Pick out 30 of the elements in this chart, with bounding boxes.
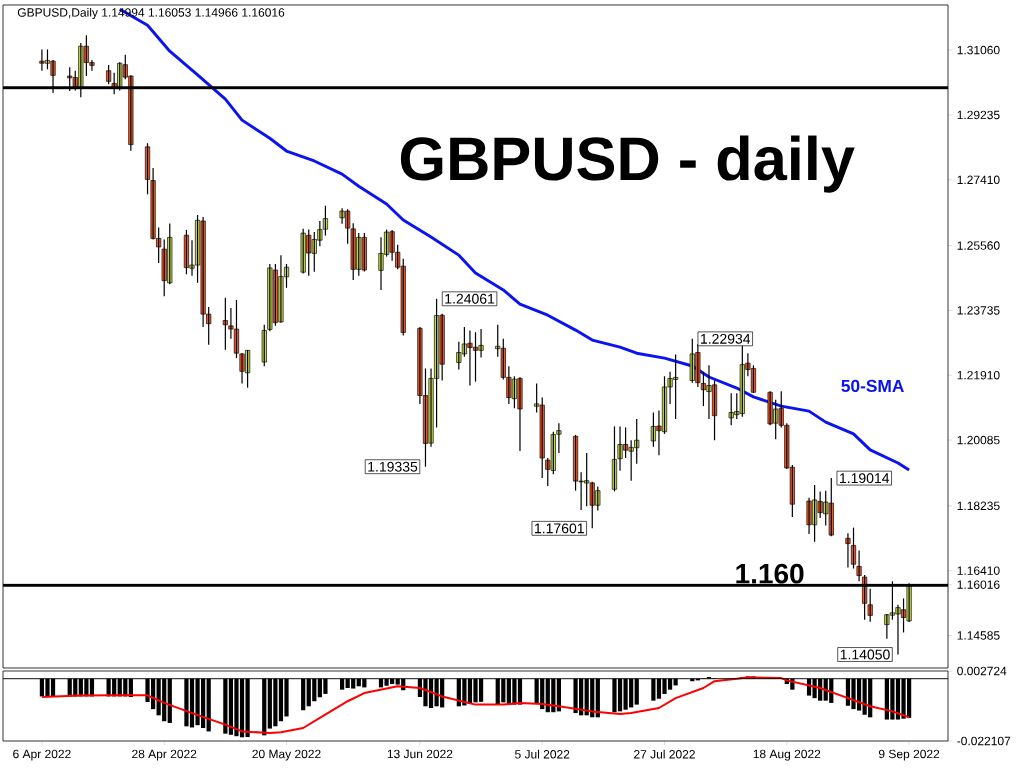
x-tick-label: 27 Jul 2022 <box>634 749 695 759</box>
x-tick-label: 20 May 2022 <box>252 749 321 761</box>
annotation: 1.17601 <box>535 523 584 534</box>
text: GBPUSD - daily <box>400 135 855 193</box>
y-tick-label: -0.022107 <box>957 736 1011 746</box>
x-tick-label: 18 Aug 2022 <box>753 749 821 761</box>
annotation: 1.19014 <box>840 473 890 484</box>
annotation: 1.14050 <box>840 649 890 660</box>
y-tick-label: 0.002724 <box>957 666 1007 676</box>
y-tick-label: 1.16016 <box>957 580 1000 589</box>
y-tick-label: 1.25560 <box>957 241 1000 250</box>
y-tick-label: 1.29235 <box>957 110 1000 120</box>
ref-line-label: 1.160 <box>736 563 804 584</box>
annotation: 1.22934 <box>701 333 751 344</box>
x-tick-label: 13 Jun 2022 <box>387 749 453 759</box>
x-tick-label: 9 Sep 2022 <box>878 749 940 761</box>
y-tick-label: 1.14585 <box>957 631 1000 640</box>
x-tick-label: 6 Apr 2022 <box>13 749 71 761</box>
y-tick-label: 1.16410 <box>957 566 1000 575</box>
y-tick-label: 1.23735 <box>957 306 1000 315</box>
y-tick-label: 1.18235 <box>957 501 1000 511</box>
annotation: 1.19335 <box>368 461 418 472</box>
y-tick-label: 1.20085 <box>957 435 1000 445</box>
series-label: 50-SMA <box>841 379 904 393</box>
annotation: 1.24061 <box>445 293 495 304</box>
y-tick-label: 1.21910 <box>957 370 1000 380</box>
x-tick-label: 5 Jul 2022 <box>515 749 570 759</box>
x-tick-label: 28 Apr 2022 <box>132 749 197 761</box>
y-tick-label: 1.27410 <box>957 175 1000 185</box>
y-tick-label: 1.31060 <box>957 45 1000 55</box>
